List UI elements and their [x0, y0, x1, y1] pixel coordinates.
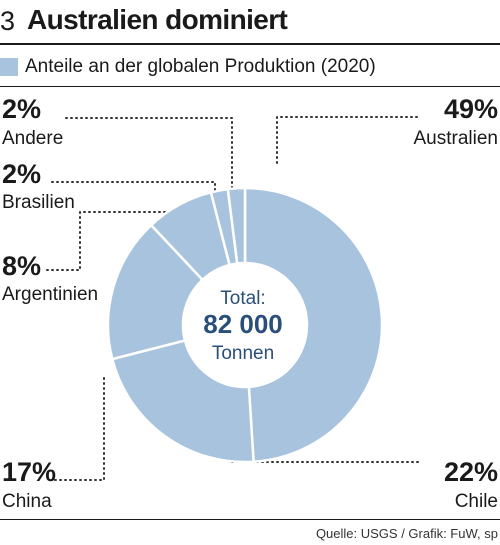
legend: Anteile an der globalen Produktion (2020…	[0, 56, 376, 78]
legend-label: Anteile an der globalen Produktion (2020…	[25, 56, 376, 77]
legend-swatch	[0, 58, 18, 76]
leader-line-china	[53, 377, 105, 481]
leader-line-argentinien	[45, 211, 166, 271]
slice-australien	[243, 186, 384, 464]
legend-rule	[0, 86, 500, 87]
label-name-brasilien: Brasilien	[2, 192, 75, 213]
slice-andere	[226, 186, 247, 265]
slice-chile	[110, 338, 255, 464]
label-name-chile: Chile	[454, 491, 498, 512]
label-name-andere: Andere	[2, 128, 64, 149]
leader-line-brasilien	[47, 181, 216, 191]
chart-title: Australien dominiert	[27, 4, 288, 35]
leader-line-australien	[276, 116, 421, 164]
label-pct-australien: 49%	[443, 94, 498, 124]
title-rule	[0, 43, 500, 45]
label-name-argentinien: Argentinien	[2, 284, 99, 305]
source-note: Quelle: USGS / Grafik: FuW, sp	[315, 526, 498, 541]
label-pct-chile: 22%	[443, 457, 498, 487]
center-total-value: 82 000	[203, 309, 283, 339]
donut-slices	[106, 186, 384, 464]
figure-number: 3	[0, 6, 16, 36]
center-total-unit: Tonnen	[212, 343, 274, 364]
slice-china	[106, 223, 205, 361]
leader-line-andere	[61, 117, 233, 189]
label-pct-brasilien: 2%	[2, 159, 42, 189]
label-pct-china: 17%	[2, 457, 57, 487]
label-name-australien: Australien	[413, 128, 499, 149]
label-name-china: China	[2, 491, 52, 512]
label-pct-andere: 2%	[2, 94, 42, 124]
center-total-label: Total:	[220, 288, 265, 309]
footer-rule	[0, 519, 500, 520]
label-pct-argentinien: 8%	[2, 251, 42, 281]
